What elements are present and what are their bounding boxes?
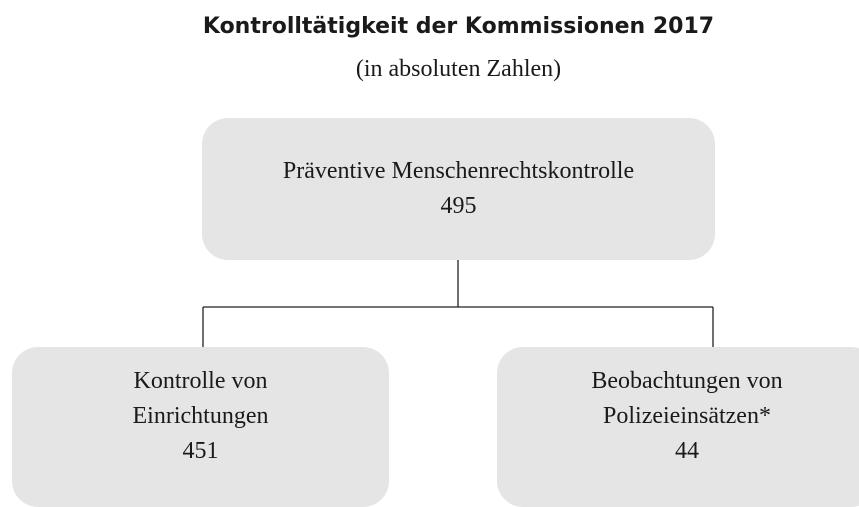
node-label: Beobachtungen von xyxy=(591,368,783,394)
node-value: 451 xyxy=(182,438,219,464)
node-label: Polizeieinsätzen* xyxy=(603,403,771,429)
node-value: 44 xyxy=(675,438,699,464)
title: Kontrolltätigkeit der Kommissionen 2017 xyxy=(202,14,715,39)
node: Beobachtungen von Polizeieinsätzen* 44 xyxy=(497,347,859,507)
node-label: Einrichtungen xyxy=(132,403,269,429)
node-value: 495 xyxy=(440,193,477,219)
node: Präventive Menschenrechtskontrolle 495 xyxy=(202,118,715,260)
subtitle: (in absoluten Zahlen) xyxy=(355,56,562,82)
page: Kontrolltätigkeit der Kommissionen 2017 … xyxy=(12,14,859,507)
node: Kontrolle von Einrichtungen 451 xyxy=(12,347,389,507)
connectors xyxy=(202,260,714,347)
node-label: Kontrolle von xyxy=(133,368,268,394)
node-label: Präventive Menschenrechtskontrolle xyxy=(282,158,635,184)
